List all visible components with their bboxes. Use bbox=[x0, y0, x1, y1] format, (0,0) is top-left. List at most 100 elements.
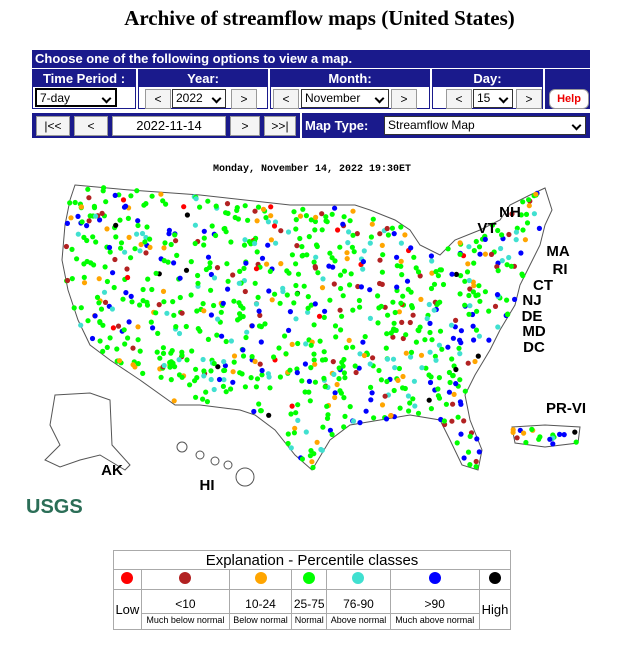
gage-dot bbox=[383, 345, 389, 351]
gage-dot bbox=[313, 254, 319, 260]
gage-dot bbox=[121, 327, 127, 333]
gage-dot bbox=[99, 210, 105, 216]
gage-dot bbox=[410, 396, 416, 402]
gage-dot bbox=[123, 203, 129, 209]
gage-dot bbox=[104, 278, 110, 285]
gage-dot bbox=[142, 239, 148, 245]
gage-dot bbox=[147, 244, 153, 250]
gage-dot bbox=[311, 357, 317, 363]
gage-dot bbox=[257, 361, 263, 367]
gage-dot bbox=[385, 312, 391, 318]
year-select[interactable]: 2022 bbox=[172, 89, 226, 108]
gage-dot bbox=[155, 330, 161, 336]
gage-dot bbox=[413, 339, 419, 345]
gage-dot bbox=[428, 374, 434, 380]
gage-dot bbox=[470, 289, 476, 295]
gage-dot bbox=[90, 234, 96, 240]
gage-dot bbox=[137, 348, 143, 354]
nav-first[interactable]: |<< bbox=[36, 116, 70, 136]
gage-dot bbox=[116, 358, 123, 364]
month-prev[interactable]: < bbox=[273, 89, 299, 109]
gage-dot bbox=[240, 305, 246, 311]
gage-dot bbox=[308, 302, 314, 308]
region-label: HI bbox=[200, 477, 215, 494]
gage-dot bbox=[294, 243, 300, 249]
gage-dot bbox=[340, 221, 346, 227]
region-label: NH bbox=[499, 204, 521, 221]
month-next[interactable]: > bbox=[391, 89, 417, 109]
gage-dot bbox=[84, 258, 90, 265]
month-label: Month: bbox=[271, 70, 429, 87]
legend-swatch bbox=[352, 571, 365, 584]
map-type-label: Map Type: bbox=[305, 118, 369, 133]
gage-dot bbox=[237, 315, 243, 321]
gage-dot bbox=[362, 334, 368, 340]
gage-dot bbox=[208, 312, 214, 318]
gage-dot bbox=[360, 259, 366, 265]
gage-dot bbox=[391, 320, 397, 326]
gage-dot bbox=[110, 325, 116, 331]
month-select[interactable]: November bbox=[301, 89, 389, 108]
gage-dot bbox=[466, 244, 472, 250]
day-select[interactable]: 15 bbox=[473, 89, 513, 108]
gage-dot bbox=[255, 294, 261, 300]
nav-date[interactable]: 2022-11-14 bbox=[112, 116, 226, 136]
gage-dot bbox=[286, 270, 292, 276]
gage-dot bbox=[388, 330, 394, 336]
nav-prev[interactable]: < bbox=[74, 116, 108, 136]
time-period-select[interactable]: 7-day bbox=[35, 88, 117, 107]
gage-dot bbox=[384, 356, 391, 362]
day-next[interactable]: > bbox=[516, 89, 542, 109]
gage-dot bbox=[504, 297, 510, 303]
gage-dot bbox=[319, 211, 325, 217]
gage-dot bbox=[440, 281, 447, 288]
gage-dot bbox=[398, 240, 404, 246]
gage-dot bbox=[291, 300, 297, 306]
year-next[interactable]: > bbox=[231, 89, 257, 109]
gage-dot bbox=[221, 367, 227, 374]
gage-dot bbox=[341, 370, 347, 376]
gage-dot bbox=[173, 238, 179, 244]
nav-last[interactable]: >>| bbox=[264, 116, 296, 136]
gage-dot bbox=[508, 263, 514, 269]
region-label: DE bbox=[522, 308, 543, 325]
gage-dot bbox=[356, 365, 362, 371]
year-prev[interactable]: < bbox=[145, 89, 171, 109]
gage-dot bbox=[153, 310, 159, 316]
gage-dot bbox=[204, 399, 210, 405]
gage-dot bbox=[207, 260, 213, 266]
day-prev[interactable]: < bbox=[446, 89, 472, 109]
map-type-select[interactable]: Streamflow Map bbox=[384, 116, 586, 135]
gage-dot bbox=[445, 344, 451, 350]
gage-dot bbox=[193, 366, 199, 372]
gage-dot bbox=[400, 385, 406, 391]
gage-dot bbox=[86, 218, 92, 224]
gage-dot bbox=[118, 240, 125, 246]
gage-dot bbox=[287, 309, 293, 315]
gage-dot bbox=[222, 363, 228, 369]
help-cell: Help bbox=[545, 69, 590, 109]
gage-dot bbox=[329, 211, 335, 217]
gage-dot bbox=[267, 385, 273, 391]
gage-dot bbox=[69, 276, 75, 282]
gage-dot bbox=[338, 285, 344, 292]
gage-dot bbox=[268, 204, 274, 210]
gage-dot bbox=[332, 394, 338, 401]
gage-dot bbox=[427, 329, 433, 336]
gage-dot bbox=[476, 283, 482, 289]
gage-dot bbox=[375, 293, 381, 299]
gage-dot bbox=[280, 288, 286, 295]
nav-next[interactable]: > bbox=[230, 116, 260, 136]
gage-dot bbox=[437, 299, 443, 305]
gage-dot bbox=[135, 337, 141, 343]
gage-dot bbox=[427, 379, 434, 386]
gage-dot bbox=[208, 271, 214, 278]
gage-dot bbox=[557, 431, 563, 437]
gage-dot bbox=[125, 274, 131, 281]
gage-dot bbox=[256, 401, 262, 407]
gage-dot bbox=[482, 289, 488, 295]
gage-dot bbox=[228, 239, 234, 245]
gage-dot bbox=[237, 370, 243, 376]
help-button[interactable]: Help bbox=[549, 89, 589, 109]
